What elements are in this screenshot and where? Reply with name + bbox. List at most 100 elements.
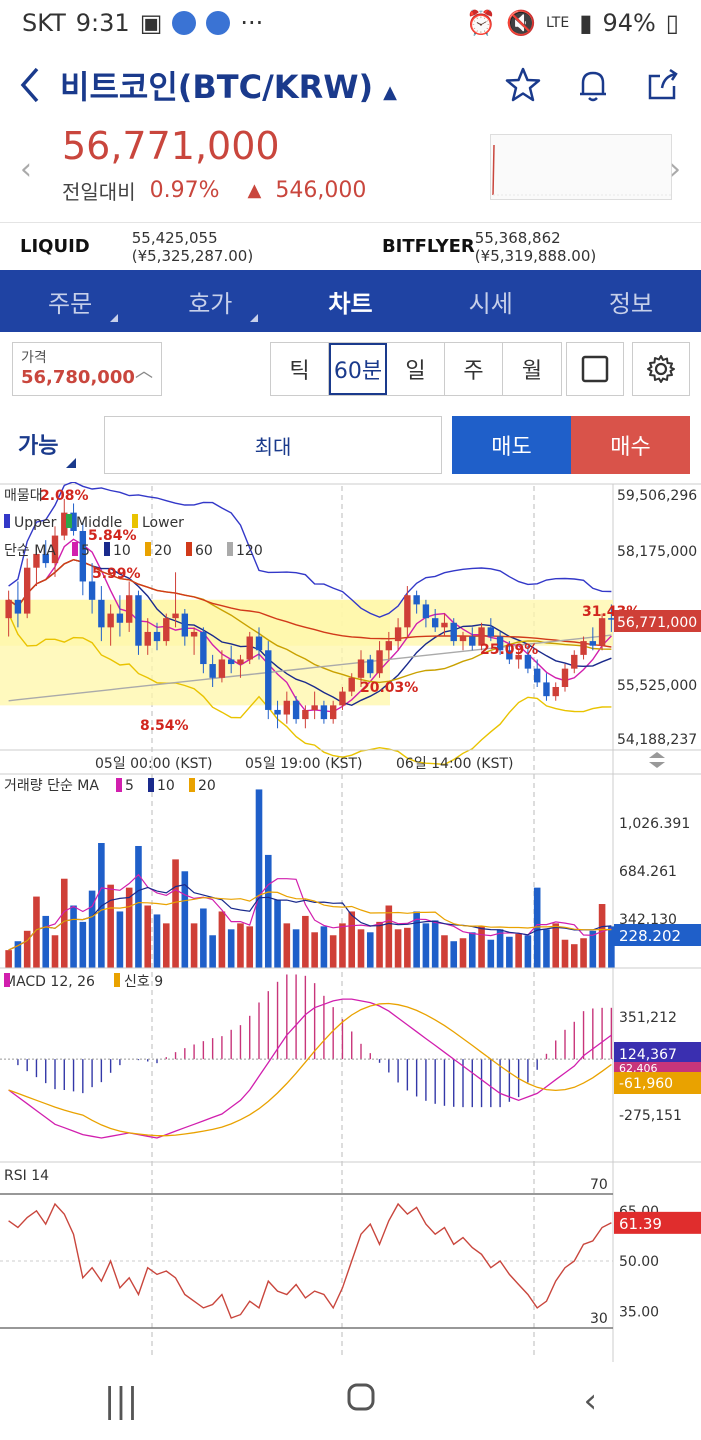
chart-svg[interactable]: 2.08%5.84%5.99%31.43%25.09%20.03%8.54%매물… [0, 480, 701, 1362]
candle-body [218, 659, 226, 678]
macd-tag-bg [614, 1062, 701, 1072]
mute-icon: 🔇 [506, 9, 536, 37]
coin-title[interactable]: 비트코인(BTC/KRW) [60, 68, 374, 106]
period-60min[interactable]: 60분 [329, 343, 387, 395]
candle-body [98, 599, 105, 628]
candle-body [487, 627, 495, 637]
prev-day-label: 전일대비 [62, 180, 136, 204]
candle-body [571, 654, 578, 669]
volume-bar [385, 905, 393, 968]
legend-label: Middle [76, 515, 122, 531]
tab-market[interactable]: 시세 [421, 270, 561, 332]
title-dropdown-icon[interactable]: ▲ [383, 81, 397, 103]
order-bar: 가능 최대 매도 매수 [0, 414, 701, 476]
alert-button[interactable] [573, 65, 613, 105]
clock: 9:31 [75, 9, 130, 37]
volume-bar [459, 938, 467, 968]
candle-body [543, 682, 550, 697]
legend-swatch [186, 542, 192, 556]
volume-bar [33, 896, 40, 968]
buy-button[interactable]: 매수 [571, 416, 690, 474]
rsi-axis-label: 35.00 [619, 1304, 659, 1320]
chart-settings-button[interactable] [632, 342, 690, 396]
period-tick[interactable]: 틱 [271, 343, 329, 395]
candle-body [533, 668, 541, 683]
volume-tag-bg [614, 924, 701, 946]
candle-body [580, 641, 587, 655]
legend-label: 20 [154, 543, 172, 559]
volume-bar [431, 920, 439, 968]
volume-bar [246, 926, 254, 968]
volume-axis-label: 1,026.391 [619, 816, 690, 832]
macd-tag: 62,406 [619, 1062, 658, 1075]
period-selector: 틱 60분 일 주 월 [270, 342, 562, 396]
mini-chart[interactable] [490, 134, 672, 200]
app-notification-icon [206, 11, 231, 35]
period-day[interactable]: 일 [387, 343, 445, 395]
fullscreen-button[interactable] [566, 342, 624, 396]
share-button[interactable] [643, 65, 683, 105]
next-coin-button[interactable]: › [669, 152, 681, 187]
candle-body [190, 631, 198, 637]
volume-title-label: 거래량 단순 MA [4, 778, 99, 794]
back-button[interactable] [0, 55, 60, 115]
price-axis-label: 54,188,237 [617, 732, 697, 748]
period-week[interactable]: 주 [445, 343, 503, 395]
price-selector[interactable]: 가격 56,780,000 ︿ [12, 342, 162, 396]
tab-label: 시세 [468, 289, 513, 318]
volume-bar [570, 944, 578, 968]
tab-chart[interactable]: 차트 [280, 270, 420, 332]
tab-label: 정보 [608, 289, 653, 318]
candle-body [51, 535, 59, 564]
candle-body [329, 705, 337, 720]
volume-bar [23, 930, 31, 968]
tab-order[interactable]: 주문 [0, 270, 140, 332]
home-icon[interactable] [346, 1381, 376, 1421]
candle-body [227, 659, 235, 665]
volume-bar [468, 932, 476, 968]
volume-bar [218, 911, 226, 968]
volume-profile-label: 20.03% [360, 680, 418, 696]
submenu-icon [250, 314, 259, 322]
recent-apps-icon[interactable]: ||| [103, 1381, 139, 1421]
volume-bar [348, 911, 356, 968]
x-axis-label: 05일 19:00 (KST) [245, 756, 362, 772]
volume-bar [153, 914, 161, 968]
square-icon [581, 355, 609, 383]
tab-info[interactable]: 정보 [561, 270, 701, 332]
android-nav-bar: ||| ‹ [0, 1362, 701, 1440]
scale-up-icon [649, 752, 665, 758]
macd-tag-bg [614, 1042, 701, 1064]
legend-swatch [72, 542, 78, 556]
back-arrow-icon [20, 67, 39, 103]
tab-orderbook[interactable]: 호가 [140, 270, 280, 332]
volume-bar [107, 884, 114, 968]
volume-bar [496, 929, 504, 968]
candle-body [552, 686, 559, 697]
available-label[interactable]: 가능 [18, 434, 59, 459]
carrier: SKT [22, 9, 66, 37]
legend-label: 20 [198, 778, 216, 794]
candle-body [506, 650, 513, 660]
prev-coin-button[interactable]: ‹ [20, 152, 32, 187]
bb-upper-line [8, 480, 612, 618]
gear-icon [647, 355, 675, 383]
price-chart-area[interactable]: 2.08% 5.84% 5.99% 31.43% 25.09% 20.03% 8.54% 매물… [0, 480, 701, 1362]
tab-label: 호가 [188, 289, 233, 318]
tab-label: 차트 [328, 289, 373, 318]
legend-label: Lower [142, 515, 184, 531]
ma-title-label: 단순 MA [4, 543, 56, 559]
favorite-button[interactable] [503, 65, 543, 105]
back-nav-icon[interactable]: ‹ [583, 1381, 598, 1421]
legend-label: 5 [81, 543, 90, 559]
exchange-compare: LIQUID 55,425,055 (¥5,325,287.00) BITFLY… [0, 222, 701, 270]
volume-profile-label: 5.99% [92, 566, 141, 582]
volume-bar [14, 941, 22, 968]
sell-button[interactable]: 매도 [452, 416, 571, 474]
candle-body [292, 700, 300, 720]
candle-body [172, 613, 179, 619]
period-month[interactable]: 월 [521, 359, 543, 384]
macd-tag: 124,367 [619, 1047, 677, 1063]
candle-body [478, 627, 485, 646]
max-quantity-button[interactable]: 최대 [104, 416, 442, 474]
